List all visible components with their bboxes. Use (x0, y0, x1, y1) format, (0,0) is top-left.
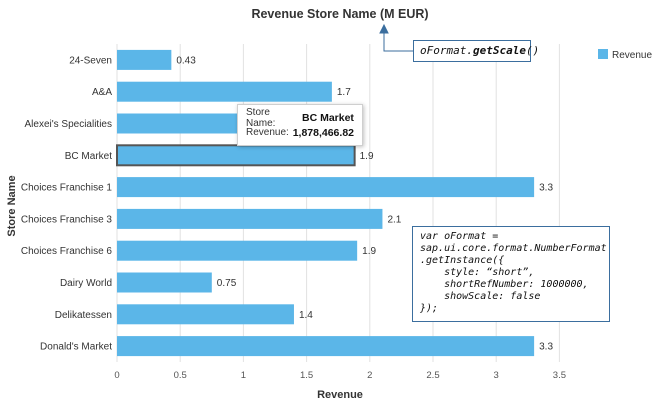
scale-callout-method: getScale (472, 44, 526, 57)
code-line: var oFormat = (420, 231, 499, 242)
y-tick-label: A&A (92, 87, 112, 98)
x-tick-label: 2 (367, 370, 372, 381)
x-axis-labels: 0 0.5 1 1.5 2 2.5 3 3.5 (114, 370, 566, 381)
legend[interactable]: Revenue (598, 49, 652, 61)
x-tick-label: 0.5 (174, 370, 187, 381)
code-line: }); (420, 303, 439, 314)
bar[interactable] (117, 208, 383, 229)
get-scale-callout: oFormat.getScale() (413, 40, 539, 62)
y-tick-label: Alexei's Specialities (24, 119, 112, 130)
data-label: 1.9 (360, 151, 374, 162)
bar[interactable] (117, 81, 332, 102)
scale-callout-object: oFormat. (420, 44, 473, 57)
data-label: 2.1 (387, 214, 401, 225)
legend-label: Revenue (612, 50, 652, 61)
data-label: 0.75 (217, 278, 237, 289)
data-label: 1.4 (299, 310, 313, 321)
tooltip-revenue-label: Revenue: (246, 127, 289, 138)
y-tick-label: Donald's Market (40, 342, 112, 353)
callout-arrows (379, 23, 413, 52)
bar[interactable] (117, 240, 358, 261)
legend-swatch (598, 49, 608, 59)
chart-title: Revenue Store Name (M EUR) (251, 7, 428, 21)
x-tick-label: 0 (114, 370, 119, 381)
number-format-code-callout: var oFormat = sap.ui.core.format.NumberF… (412, 226, 610, 322)
data-labels: 0.43 1.7 1.9 3.3 2.1 1.9 0.75 1.4 3.3 (176, 55, 553, 352)
data-label: 3.3 (539, 183, 553, 194)
y-tick-label: BC Market (65, 151, 112, 162)
x-tick-label: 3 (494, 370, 499, 381)
tooltip-store-value: BC Market (302, 111, 354, 124)
bars (116, 49, 535, 357)
y-tick-label: Choices Franchise 1 (21, 183, 113, 194)
bar[interactable] (117, 49, 172, 70)
y-tick-label: Choices Franchise 6 (21, 246, 113, 257)
code-line: shortRefNumber: 1000000, (420, 279, 589, 290)
scale-callout-args: () (525, 44, 540, 57)
y-tick-label: Dairy World (60, 278, 112, 289)
bar[interactable] (116, 144, 356, 167)
bar-tooltip: Store Name: BC Market Revenue: 1,878,466… (237, 104, 363, 146)
code-line: .getInstance({ (420, 255, 505, 266)
code-line: showScale: false (420, 291, 541, 302)
y-tick-label: Delikatessen (55, 310, 112, 321)
code-line: sap.ui.core.format.NumberFormat (420, 243, 607, 254)
x-axis-title: Revenue (317, 389, 363, 401)
tooltip-revenue-value: 1,878,466.82 (292, 126, 354, 139)
data-label: 0.43 (176, 55, 196, 66)
data-label: 1.7 (337, 87, 351, 98)
bar[interactable] (117, 304, 294, 325)
scale-callout-arrow (383, 31, 413, 52)
data-label: 3.3 (539, 342, 553, 353)
code-line: style: “short”, (420, 267, 535, 278)
y-tick-label: Choices Franchise 3 (21, 214, 113, 225)
x-tick-label: 1.5 (300, 370, 313, 381)
bar[interactable] (117, 272, 212, 293)
bar[interactable] (117, 336, 535, 357)
scale-callout-arrowhead (379, 23, 389, 34)
y-axis-labels: 24-Seven A&A Alexei's Specialities BC Marke… (21, 55, 113, 352)
data-label: 1.9 (362, 246, 376, 257)
bar[interactable] (117, 177, 535, 198)
x-tick-label: 1 (241, 370, 246, 381)
y-tick-label: 24-Seven (69, 55, 112, 66)
x-tick-label: 2.5 (426, 370, 439, 381)
tooltip-store-label: Store Name: (246, 106, 276, 129)
y-axis-title: Store Name (6, 175, 18, 236)
x-tick-label: 3.5 (553, 370, 566, 381)
